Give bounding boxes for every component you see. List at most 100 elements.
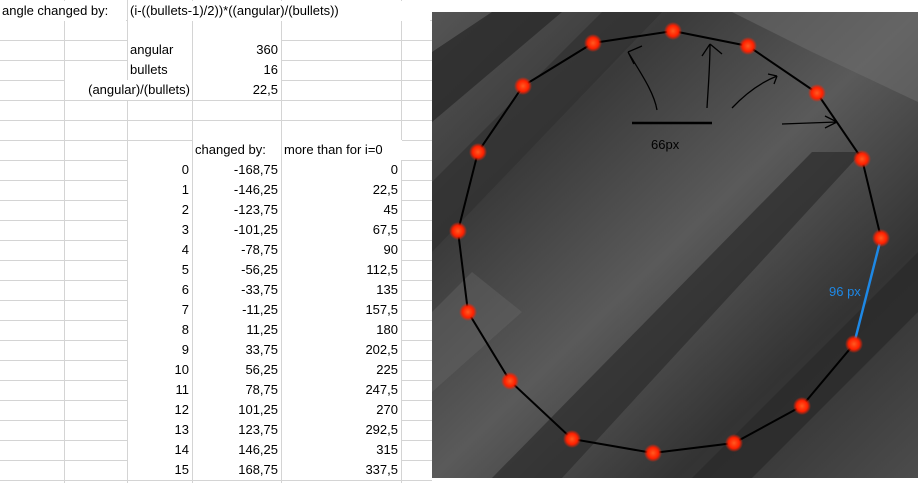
bullet <box>644 444 662 462</box>
grid-line <box>64 0 65 483</box>
bullet <box>845 335 863 353</box>
grid-line <box>281 0 282 483</box>
arrow-sketch <box>731 73 778 109</box>
row-changed-value[interactable]: 11,25 <box>193 320 281 340</box>
row-more-value[interactable]: 0 <box>282 160 401 180</box>
row-more-value[interactable]: 90 <box>282 240 401 260</box>
spreadsheet: angle changed by: (i-((bullets-1)/2))*((… <box>0 0 432 483</box>
row-index[interactable]: 0 <box>128 160 192 180</box>
arrow-sketch <box>701 43 723 109</box>
row-changed-value[interactable]: 56,25 <box>193 360 281 380</box>
game-canvas: 96 px 66px <box>432 12 918 478</box>
param-value-bullets[interactable]: 16 <box>193 60 281 80</box>
bullet <box>739 37 757 55</box>
background-stripe <box>432 12 662 252</box>
row-more-value[interactable]: 270 <box>282 400 401 420</box>
bullet <box>563 430 581 448</box>
row-more-value[interactable]: 45 <box>282 200 401 220</box>
row-changed-value[interactable]: -33,75 <box>193 280 281 300</box>
distance-label: 66px <box>651 137 680 152</box>
row-changed-value[interactable]: -123,75 <box>193 200 281 220</box>
arrow-sketch <box>627 45 658 111</box>
background <box>432 12 918 478</box>
game-screenshot: 96 px 66px <box>432 12 918 478</box>
background-stripe <box>492 152 862 478</box>
header-more-than[interactable]: more than for i=0 <box>282 140 402 160</box>
row-more-value[interactable]: 112,5 <box>282 260 401 280</box>
row-more-value[interactable]: 337,5 <box>282 460 401 480</box>
param-value-angular[interactable]: 360 <box>193 40 281 60</box>
param-label-bullets[interactable]: bullets <box>128 60 192 80</box>
param-label-angle-step[interactable]: (angular)/(bullets) <box>65 80 192 100</box>
row-index[interactable]: 3 <box>128 220 192 240</box>
bullet-group <box>449 22 890 462</box>
row-changed-value[interactable]: -11,25 <box>193 300 281 320</box>
bullet <box>514 77 532 95</box>
row-more-value[interactable]: 247,5 <box>282 380 401 400</box>
row-changed-value[interactable]: 146,25 <box>193 440 281 460</box>
row-more-value[interactable]: 67,5 <box>282 220 401 240</box>
formula-label[interactable]: angle changed by: <box>0 1 126 21</box>
bullet <box>793 397 811 415</box>
bullet <box>501 372 519 390</box>
row-index[interactable]: 14 <box>128 440 192 460</box>
row-index[interactable]: 1 <box>128 180 192 200</box>
bullet <box>469 143 487 161</box>
bullet <box>725 434 743 452</box>
row-changed-value[interactable]: -78,75 <box>193 240 281 260</box>
arrow-sketch <box>781 115 838 129</box>
background-stripe <box>432 12 562 122</box>
bullet <box>449 222 467 240</box>
row-changed-value[interactable]: 101,25 <box>193 400 281 420</box>
background-stripe <box>692 252 918 478</box>
grid-line <box>127 0 128 483</box>
row-changed-value[interactable]: -146,25 <box>193 180 281 200</box>
grid-line <box>401 0 402 483</box>
header-changed-by[interactable]: changed by: <box>193 140 281 160</box>
row-changed-value[interactable]: 33,75 <box>193 340 281 360</box>
bullet <box>459 303 477 321</box>
row-changed-value[interactable]: 168,75 <box>193 460 281 480</box>
row-more-value[interactable]: 202,5 <box>282 340 401 360</box>
bullet <box>584 34 602 52</box>
param-label-angular[interactable]: angular <box>128 40 192 60</box>
row-index[interactable]: 2 <box>128 200 192 220</box>
chord-line <box>852 237 883 345</box>
row-more-value[interactable]: 157,5 <box>282 300 401 320</box>
row-index[interactable]: 15 <box>128 460 192 480</box>
row-changed-value[interactable]: 123,75 <box>193 420 281 440</box>
bullet <box>853 150 871 168</box>
grid-line <box>0 480 432 481</box>
row-more-value[interactable]: 292,5 <box>282 420 401 440</box>
row-more-value[interactable]: 135 <box>282 280 401 300</box>
param-value-angle-step[interactable]: 22,5 <box>193 80 281 100</box>
row-changed-value[interactable]: 78,75 <box>193 380 281 400</box>
row-more-value[interactable]: 22,5 <box>282 180 401 200</box>
row-index[interactable]: 4 <box>128 240 192 260</box>
bullet <box>872 229 890 247</box>
grid-line <box>192 0 193 483</box>
grid-line <box>0 100 432 101</box>
row-index[interactable]: 7 <box>128 300 192 320</box>
row-more-value[interactable]: 225 <box>282 360 401 380</box>
chord-label: 96 px <box>829 284 861 299</box>
row-changed-value[interactable]: -101,25 <box>193 220 281 240</box>
row-more-value[interactable]: 180 <box>282 320 401 340</box>
background-stripe <box>732 12 918 102</box>
row-changed-value[interactable]: -56,25 <box>193 260 281 280</box>
formula-cell[interactable]: (i-((bullets-1)/2))*((angular)/(bullets)… <box>128 1 430 21</box>
bullet <box>808 84 826 102</box>
bullet <box>664 22 682 40</box>
row-index[interactable]: 9 <box>128 340 192 360</box>
row-index[interactable]: 11 <box>128 380 192 400</box>
row-index[interactable]: 13 <box>128 420 192 440</box>
row-index[interactable]: 5 <box>128 260 192 280</box>
sketch-arrows <box>627 43 838 129</box>
row-more-value[interactable]: 315 <box>282 440 401 460</box>
row-index[interactable]: 6 <box>128 280 192 300</box>
row-changed-value[interactable]: -168,75 <box>193 160 281 180</box>
background-stripe <box>432 272 522 392</box>
row-index[interactable]: 8 <box>128 320 192 340</box>
row-index[interactable]: 12 <box>128 400 192 420</box>
row-index[interactable]: 10 <box>128 360 192 380</box>
